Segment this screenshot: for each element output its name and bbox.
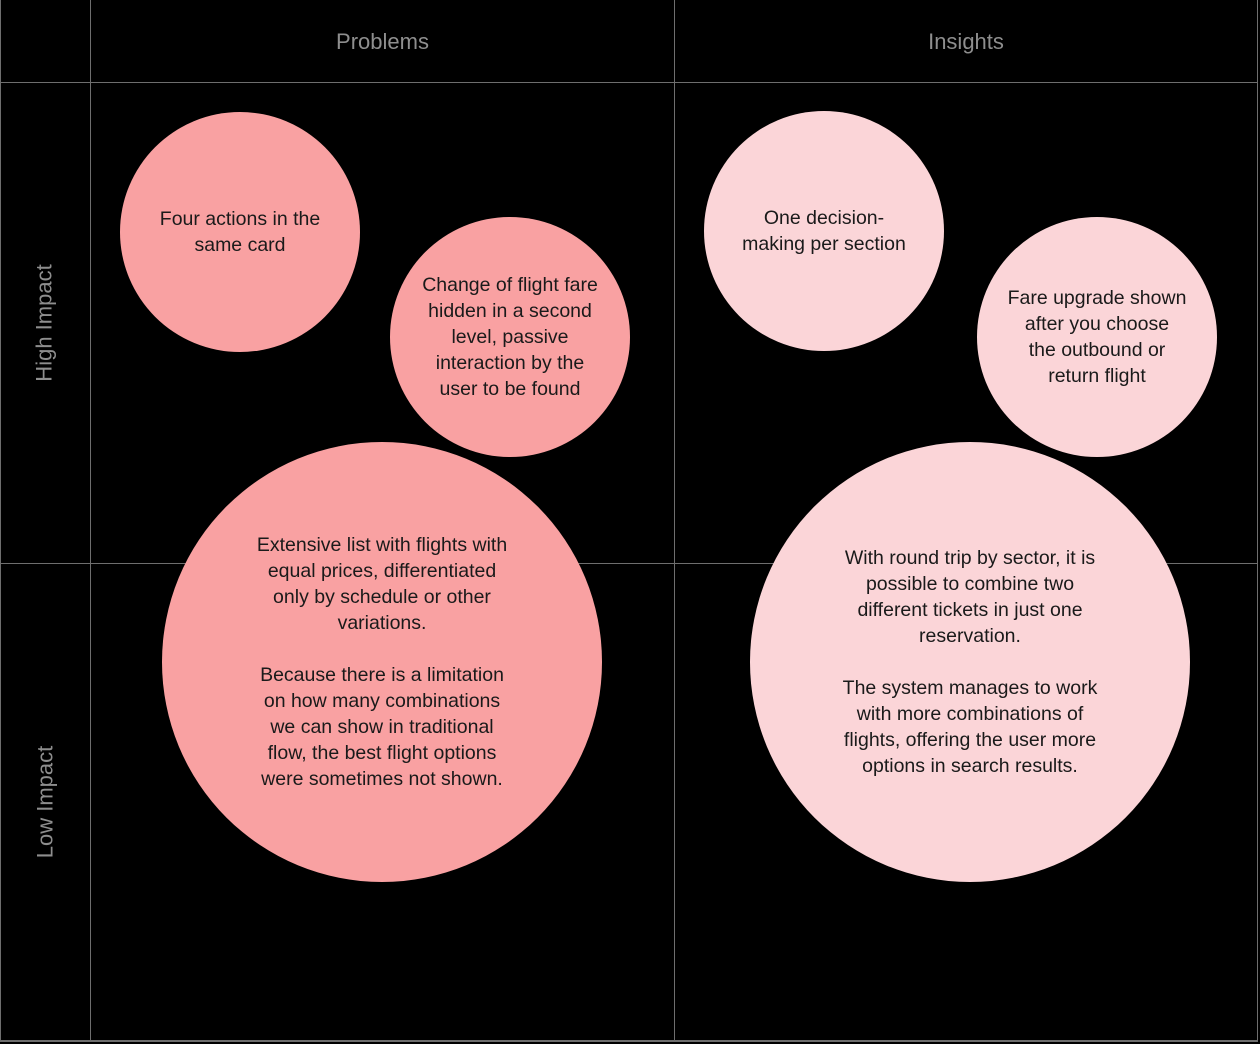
bubble-flight-fare-hidden[interactable]: Change of flight fare hidden in a second… — [390, 217, 630, 457]
row-label-low-impact-cell: Low Impact — [0, 564, 90, 1040]
grid-line-impact-divider — [0, 563, 1258, 564]
grid-line-header-divider — [0, 82, 1258, 83]
grid-line-left-border — [0, 0, 1, 1042]
row-label-high-impact-cell: High Impact — [0, 83, 90, 563]
bubble-four-actions-same-card[interactable]: Four actions in the same card — [120, 112, 360, 352]
bubble-text: Extensive list with flights with equal p… — [256, 534, 508, 790]
bubble-text: With round trip by sector, it is possibl… — [842, 547, 1098, 777]
row-label-low-impact: Low Impact — [32, 745, 57, 859]
bubble-text: Four actions in the same card — [159, 208, 321, 256]
bubble-text: One decision- making per section — [742, 207, 906, 255]
bubble-fare-upgrade-after-choice[interactable]: Fare upgrade shown after you choose the … — [977, 217, 1217, 457]
grid-line-right-border — [1257, 0, 1258, 1042]
bubble-round-trip-by-sector[interactable]: With round trip by sector, it is possibl… — [750, 442, 1190, 882]
grid-line-row-label-divider — [90, 0, 91, 1042]
bubble-text: Fare upgrade shown after you choose the … — [1007, 287, 1187, 387]
row-label-high-impact: High Impact — [32, 264, 58, 382]
grid-line-column-divider — [674, 0, 675, 1042]
bubble-text: Change of flight fare hidden in a second… — [422, 274, 598, 400]
column-header-insights: Insights — [928, 28, 1004, 54]
grid-line-bottom-border — [0, 1040, 1258, 1042]
bubble-one-decision-per-section[interactable]: One decision- making per section — [704, 111, 944, 351]
bubble-extensive-list-equal-prices[interactable]: Extensive list with flights with equal p… — [162, 442, 602, 882]
column-header-problems: Problems — [336, 28, 429, 54]
